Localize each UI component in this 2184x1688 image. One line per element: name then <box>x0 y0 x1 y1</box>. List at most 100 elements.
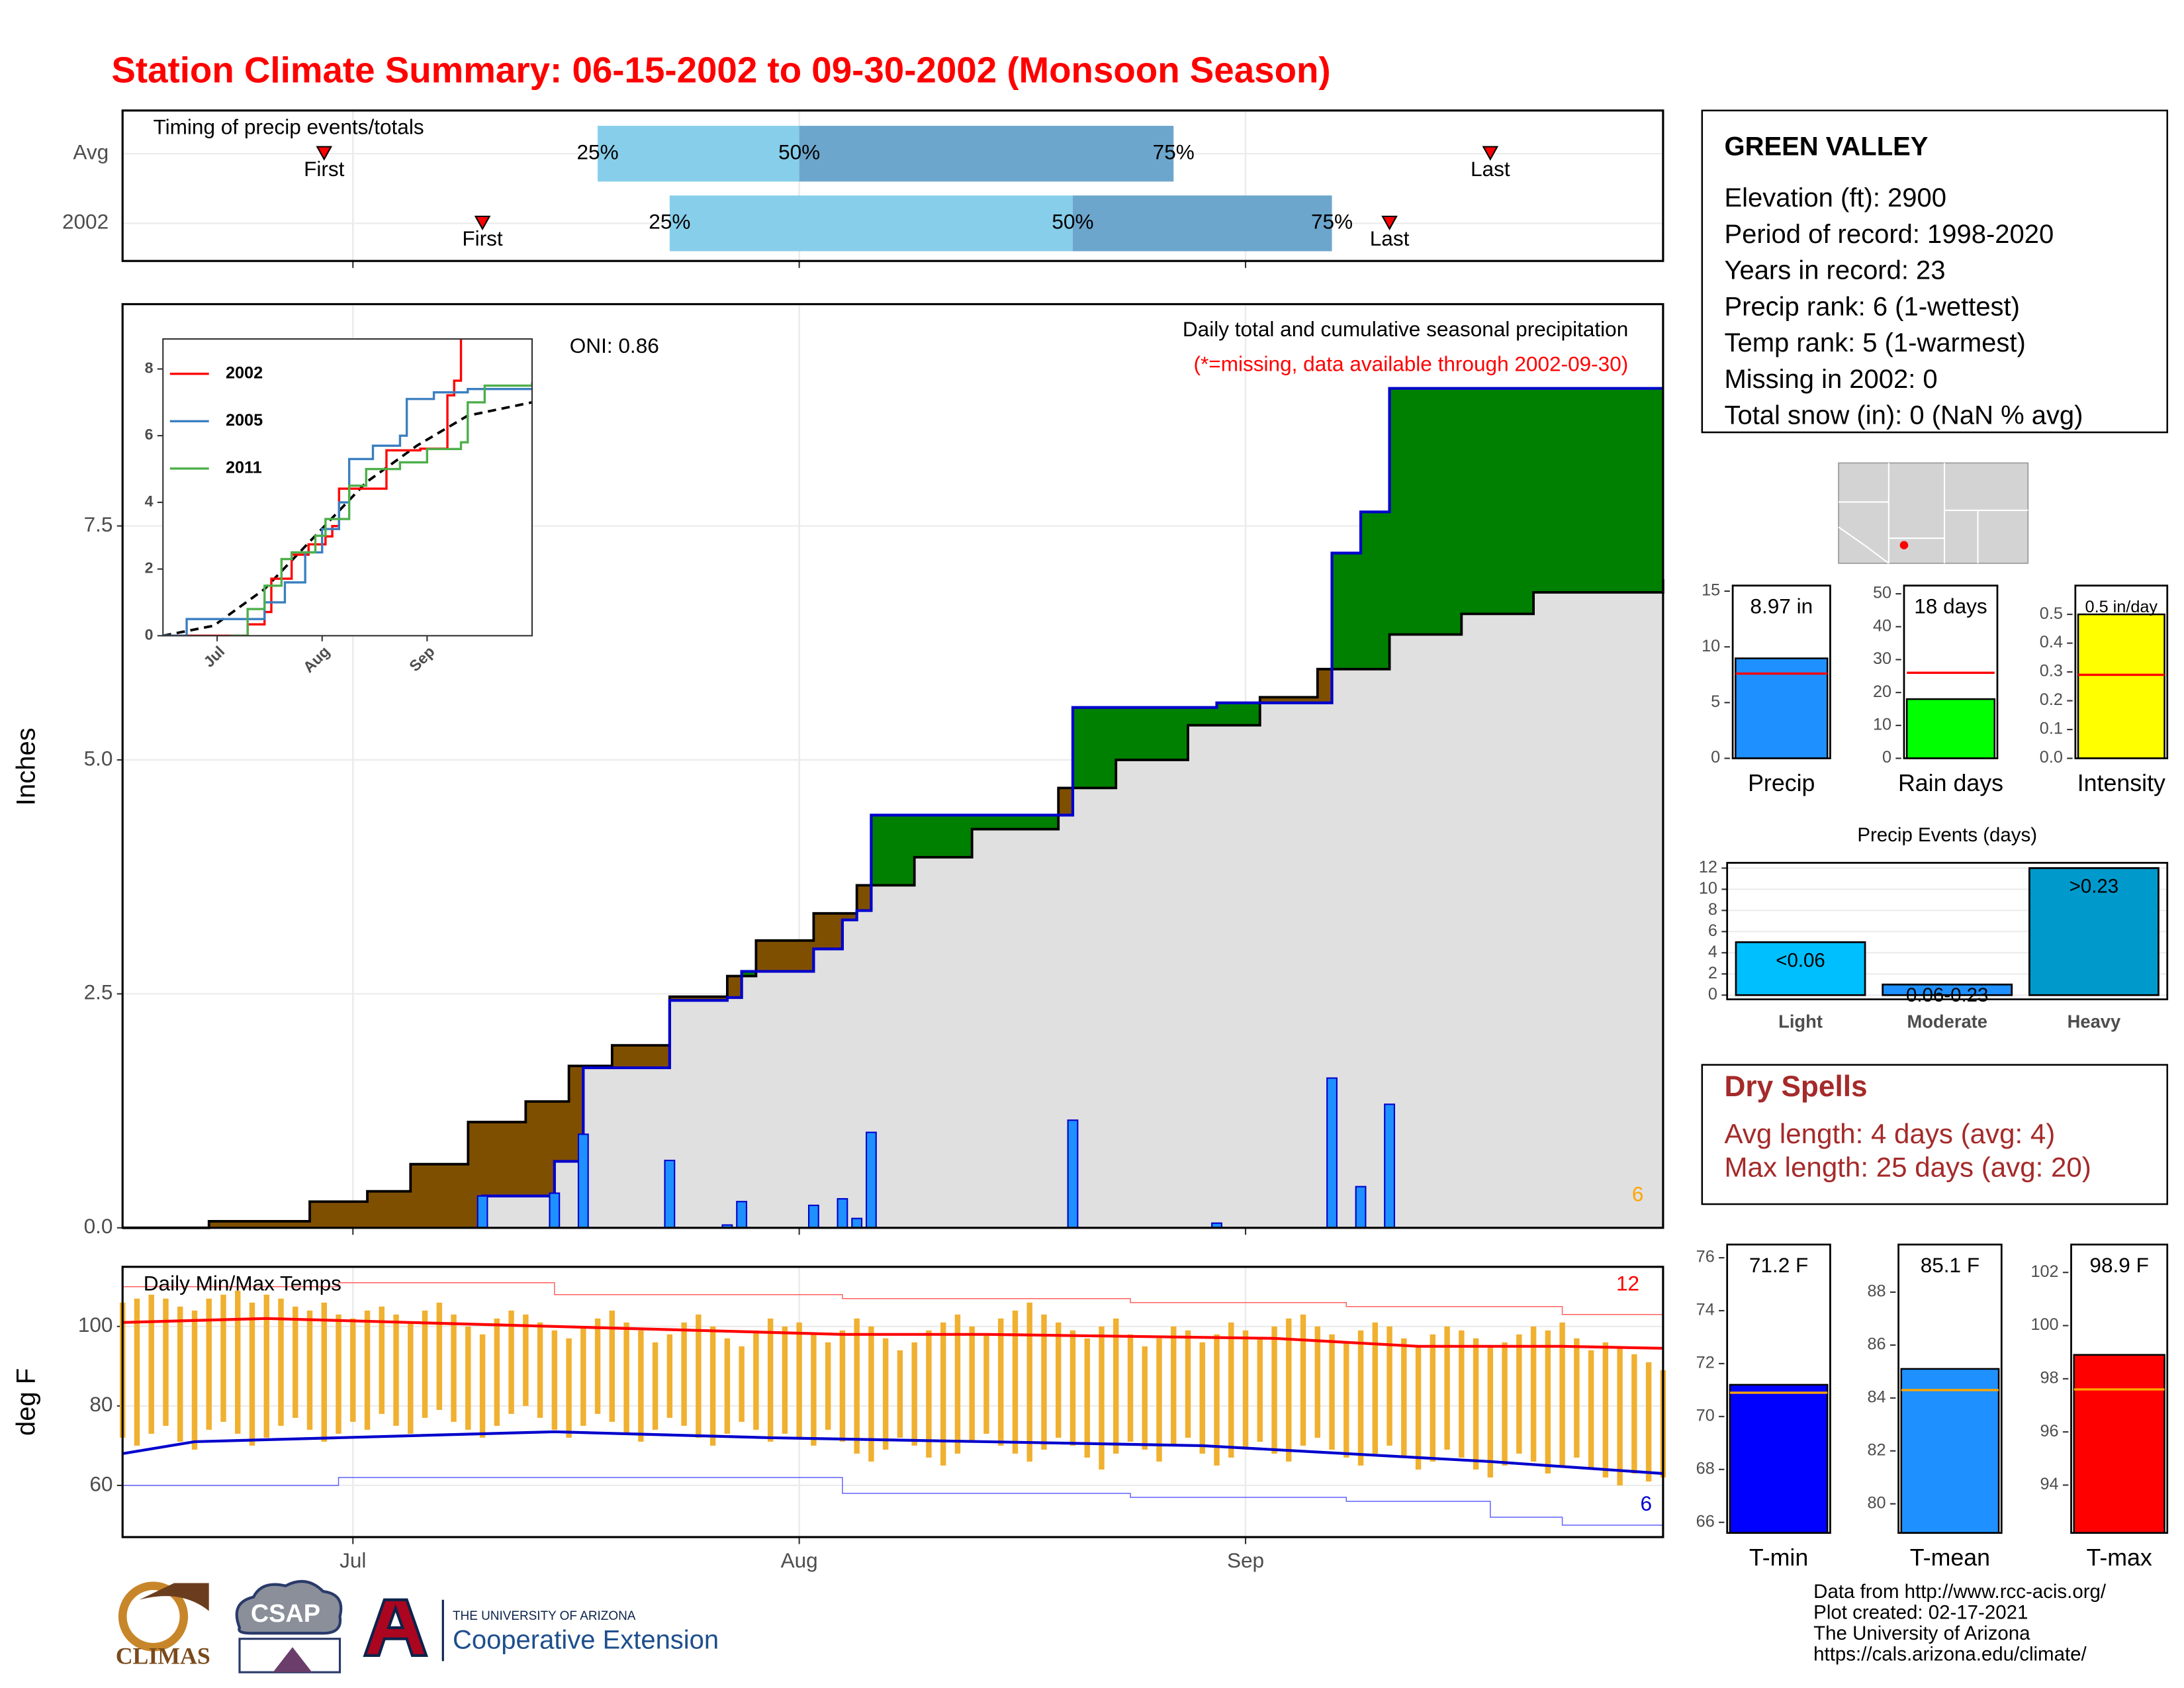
x-tick-label: Moderate <box>1907 1011 1987 1032</box>
temp-range-bar <box>580 1326 586 1426</box>
temp-range-bar <box>1545 1330 1551 1474</box>
dry-spells-lines: Avg length: 4 days (avg: 4)Max length: 2… <box>1724 1118 2091 1183</box>
panel-frame <box>121 109 1664 262</box>
value-label: 71.2 F <box>1749 1253 1808 1277</box>
x-tick-label: Heavy <box>2068 1011 2121 1032</box>
temp-range-bar <box>364 1310 371 1430</box>
y-tick-label: 84 <box>1868 1388 1886 1407</box>
value-label: 85.1 F <box>1921 1253 1979 1277</box>
temp-range-bar <box>1171 1326 1177 1446</box>
panel-frame <box>121 1266 1664 1538</box>
temp-range-bar <box>1056 1322 1062 1438</box>
y-tick-label: 0.3 <box>2040 662 2063 680</box>
temp-range-bar <box>594 1318 601 1414</box>
temp-range-bar <box>1286 1318 1292 1462</box>
y-tick-label: 0.4 <box>2040 633 2063 651</box>
credit-line: Plot created: 02-17-2021 <box>1813 1602 2028 1624</box>
temp-range-bar <box>494 1318 500 1426</box>
temp-range-bar <box>1214 1334 1220 1466</box>
temp-range-bar <box>393 1314 399 1426</box>
temp-range-bar <box>882 1338 889 1450</box>
y-tick-label: 98 <box>2040 1369 2058 1387</box>
gauge-frame <box>1726 1243 1831 1534</box>
ua-small-text: THE UNIVERSITY OF ARIZONA <box>453 1609 636 1623</box>
avg-min-line <box>122 1430 1664 1476</box>
y-tick-label: 76 <box>1696 1248 1715 1266</box>
bar <box>2028 867 2160 996</box>
value-label: 98.9 F <box>2089 1253 2148 1277</box>
logos: CLIMAS CSAP THE UNIVERSITY OF ARIZONA Co… <box>116 1579 719 1673</box>
temp-range-bar <box>954 1314 961 1454</box>
temp-range-bar <box>566 1338 572 1438</box>
y-tick-label: 8 <box>1708 900 1717 919</box>
annotation: ONI: 0.86 <box>570 334 659 357</box>
gauge-label: Precip <box>1748 770 1815 796</box>
quartile-bar <box>669 195 1073 252</box>
y-tick-label: 102 <box>2030 1262 2058 1281</box>
temp-range-bar <box>278 1298 284 1426</box>
temp-range-bar <box>1271 1326 1277 1454</box>
temp-range-bar <box>897 1350 903 1438</box>
temp-range-bar <box>1329 1334 1335 1450</box>
event-marker <box>316 146 333 161</box>
temp-range-bar <box>508 1310 514 1414</box>
panel-frame <box>121 303 1664 1229</box>
temp-range-bar <box>709 1326 716 1446</box>
credit-line: https://cals.arizona.edu/climate/ <box>1813 1644 2087 1665</box>
daily-bar <box>477 1195 488 1229</box>
quartile-bar <box>1072 195 1332 252</box>
temp-range-bar <box>811 1334 817 1446</box>
daily-bar <box>837 1197 848 1229</box>
y-tick-label: 15 <box>1702 581 1720 600</box>
average-line <box>122 579 1664 1229</box>
daily-bar <box>577 1133 589 1229</box>
bar <box>1882 983 2013 996</box>
temp-range-bar <box>1444 1326 1450 1450</box>
station-lines: Elevation (ft): 2900 Period of record: 19… <box>1724 183 2083 430</box>
station-line: Temp rank: 5 (1-warmest) <box>1724 328 2025 357</box>
temp-range-bar <box>969 1326 975 1442</box>
credit-line: Data from http://www.rcc-acis.org/ <box>1813 1581 2107 1603</box>
corner-label: 6 <box>1632 1182 1644 1206</box>
temp-range-bar <box>696 1314 702 1438</box>
marker-label: 25% <box>577 140 619 164</box>
quartile-bar <box>598 126 799 182</box>
temp-range-bar <box>854 1318 860 1454</box>
station-line: Period of record: 1998-2020 <box>1724 220 2054 249</box>
marker-label: Last <box>1471 157 1510 181</box>
value-label: 8.97 in <box>1750 594 1813 618</box>
y-tick-label: 0 <box>1708 985 1717 1004</box>
temp-range-bar <box>436 1302 443 1410</box>
temp-range-bar <box>1156 1338 1162 1462</box>
temp-range-bar <box>451 1314 457 1422</box>
gauge-label: Intensity <box>2077 770 2165 796</box>
temp-range-bar <box>1415 1346 1422 1470</box>
gauge-bar <box>1900 1368 2000 1534</box>
daily-bar <box>664 1159 676 1229</box>
csap-logo: CSAP <box>251 1600 320 1628</box>
temp-range-bar <box>1473 1338 1479 1470</box>
temp-range-bar <box>1372 1322 1379 1454</box>
y-tick-label: 82 <box>1868 1440 1886 1459</box>
legend-label: 2011 <box>226 458 262 477</box>
y-tick-label: 4 <box>145 492 154 510</box>
series-line <box>163 339 463 636</box>
temp-range-bar <box>1357 1330 1364 1466</box>
temp-range-bar <box>1617 1346 1623 1485</box>
y-tick-label: 94 <box>2040 1475 2058 1493</box>
temp-range-bar <box>1099 1326 1105 1470</box>
gauge-label: Rain days <box>1898 770 2003 796</box>
quartile-bar <box>799 126 1174 182</box>
y-tick-label: 12 <box>1699 858 1717 876</box>
y-tick-label: 80 <box>1868 1493 1886 1512</box>
legend-label: 2002 <box>226 363 263 382</box>
temp-range-bar <box>422 1310 428 1418</box>
cumulative-line <box>480 387 1663 1228</box>
temp-range-bar <box>940 1322 946 1466</box>
ua-large-text: Cooperative Extension <box>453 1625 719 1654</box>
gauge-bar <box>1729 1383 1829 1534</box>
temp-range-bar <box>839 1330 846 1442</box>
event-marker <box>1482 146 1499 161</box>
daily-bar <box>851 1217 863 1229</box>
